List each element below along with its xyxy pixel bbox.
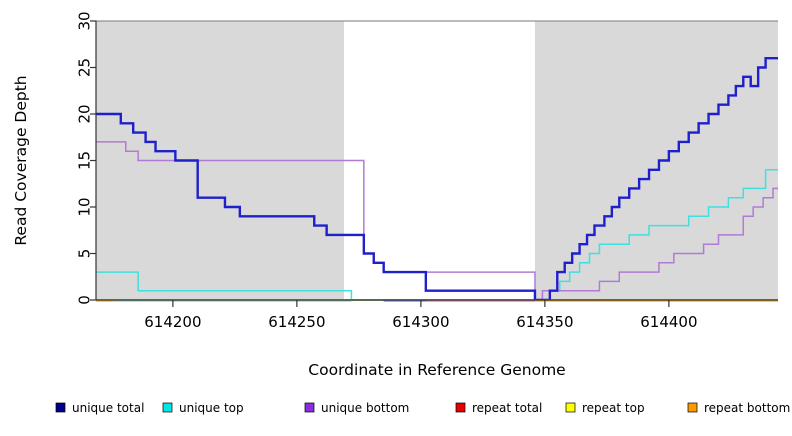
x-tick-label-614350: 614350 — [516, 313, 573, 331]
legend-swatch-repeat-bottom — [687, 402, 698, 413]
legend-swatch-repeat-top — [565, 402, 576, 413]
x-tick-label-614400: 614400 — [640, 313, 697, 331]
legend-label-repeat-bottom: repeat bottom — [704, 401, 790, 415]
y-tick-label-15: 15 — [76, 151, 94, 170]
legend-swatch-unique-top — [162, 402, 173, 413]
legend-label-repeat-total: repeat total — [472, 401, 542, 415]
legend-label-unique-total: unique total — [72, 401, 144, 415]
x-axis-title: Coordinate in Reference Genome — [308, 361, 565, 379]
legend-swatch-unique-bottom — [304, 402, 315, 413]
legend-swatch-repeat-total — [455, 402, 466, 413]
x-tick-label-614300: 614300 — [392, 313, 449, 331]
y-tick-label-25: 25 — [76, 58, 94, 77]
x-tick-label-614250: 614250 — [268, 313, 325, 331]
y-tick-label-0: 0 — [76, 295, 94, 305]
y-axis-title: Read Coverage Depth — [12, 75, 30, 245]
y-tick-label-5: 5 — [76, 249, 94, 259]
y-tick-label-10: 10 — [76, 197, 94, 216]
legend-swatch-unique-total — [55, 402, 66, 413]
legend-label-unique-bottom: unique bottom — [321, 401, 409, 415]
y-tick-label-20: 20 — [76, 104, 94, 123]
y-tick-label-30: 30 — [76, 11, 94, 30]
series-line-unique-total — [96, 57, 778, 302]
legend-label-unique-top: unique top — [179, 401, 244, 415]
series-line-unique-bottom — [96, 141, 778, 301]
legend-label-repeat-top: repeat top — [582, 401, 645, 415]
x-tick-label-614200: 614200 — [144, 313, 201, 331]
